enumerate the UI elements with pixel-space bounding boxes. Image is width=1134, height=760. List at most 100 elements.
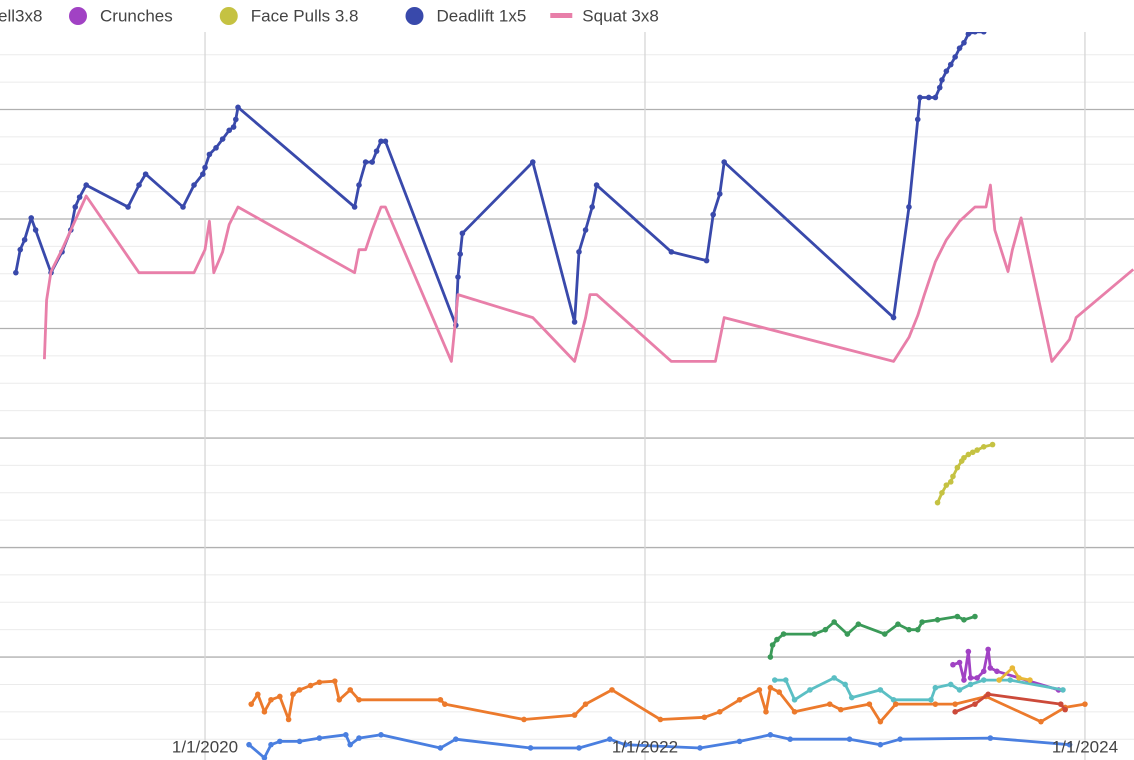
data-point [934,617,941,623]
data-point [989,441,996,448]
data-point [21,237,28,243]
data-point [890,314,897,321]
data-point [952,54,958,60]
x-tick-label: 1/1/2024 [1052,737,1118,756]
data-point [1060,687,1066,693]
data-point [965,648,972,655]
data-point [452,736,459,742]
data-point [455,274,461,280]
data-point [307,682,314,689]
data-point [343,732,349,738]
data-point [736,696,743,703]
data-point [437,745,444,751]
data-point [576,249,582,255]
data-point [774,636,780,643]
data-point [811,631,818,637]
data-point [316,735,323,741]
data-point [356,182,362,188]
data-point [980,444,987,450]
data-point [1016,675,1022,681]
legend: ell3x8 Crunches Face Pulls 3.8 Deadlift 1x… [0,0,1134,32]
x-tick-label: 1/1/2022 [612,737,678,756]
data-point [356,735,362,741]
data-point [1062,706,1068,713]
data-point [947,61,954,68]
data-point [529,159,536,165]
data-point [972,701,978,707]
data-point [72,204,79,210]
data-point [362,159,369,165]
data-point [974,447,980,453]
data-point [226,127,233,134]
data-point [780,631,787,637]
data-point [13,269,19,276]
data-point [980,668,987,675]
data-point [954,464,961,471]
data-point [233,116,239,123]
series-line [43,183,1134,363]
data-point [457,251,463,257]
data-point [606,736,613,742]
data-point [877,718,884,725]
data-point [437,696,444,703]
data-point [994,668,1000,675]
data-point [136,182,142,188]
data-point [710,211,716,218]
data-point [28,215,35,221]
data-point [767,684,774,691]
data-point [939,77,945,83]
data-point [668,249,675,255]
data-point [261,709,268,715]
data-point [1027,677,1033,683]
data-point [972,613,978,620]
data-point [855,621,862,628]
data-point [842,681,848,688]
data-point [268,696,274,703]
data-point [230,124,237,130]
data-point [285,716,292,723]
series-line [954,692,1067,714]
series-line [250,679,1086,724]
data-point [954,613,961,620]
data-point [382,138,389,145]
data-point [987,665,994,671]
data-point [928,696,934,703]
data-point [776,689,782,695]
data-point [351,204,358,210]
data-point [952,701,958,707]
data-point [356,696,362,703]
data-point [1009,665,1016,671]
data-point [332,678,338,684]
data-point [459,230,466,237]
data-point [235,104,241,111]
data-point [442,701,448,707]
data-point [716,191,723,197]
data-point [967,675,974,681]
data-point [589,204,595,210]
data-point [925,94,932,101]
data-point [347,687,354,693]
legend-label: ell3x8 [0,6,42,25]
data-point [961,677,967,683]
data-point [848,694,855,701]
data-point [985,691,991,698]
data-point [807,687,813,693]
data-point [576,745,582,751]
data-point [296,687,303,693]
x-axis: 1/1/2020 1/1/2022 1/1/2024 [172,737,1118,756]
data-point [336,696,343,703]
legend-marker [69,7,87,25]
data-point [277,693,283,700]
data-point [791,696,798,703]
data-point [202,164,208,171]
data-point [943,68,950,74]
data-point [877,741,884,748]
legend-marker [550,13,573,18]
series-line [998,666,1031,682]
data-point [917,94,923,101]
data-point [527,745,534,751]
data-point [837,706,844,713]
data-point [932,701,939,707]
data-point [1082,701,1088,707]
